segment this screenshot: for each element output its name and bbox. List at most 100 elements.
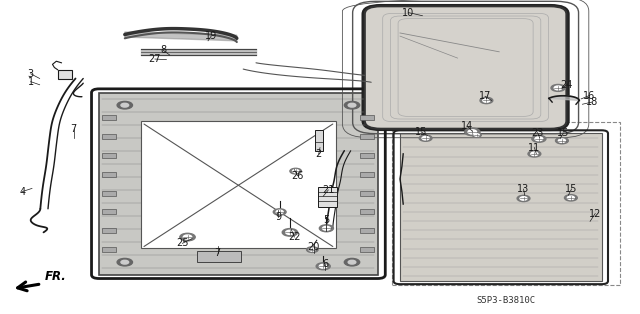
- Bar: [360, 247, 374, 252]
- Text: 6: 6: [322, 259, 328, 269]
- Circle shape: [468, 130, 477, 134]
- Circle shape: [276, 210, 283, 214]
- Circle shape: [535, 137, 543, 141]
- Bar: [102, 247, 116, 252]
- Bar: [360, 228, 374, 233]
- Text: 18: 18: [586, 97, 598, 107]
- Circle shape: [528, 151, 541, 157]
- Text: 15: 15: [565, 184, 578, 194]
- Circle shape: [344, 101, 360, 109]
- Bar: [360, 134, 374, 139]
- Text: 10: 10: [402, 8, 415, 18]
- Circle shape: [319, 264, 327, 268]
- Bar: [360, 153, 374, 158]
- Text: 5: 5: [323, 215, 330, 225]
- Bar: [392, 122, 620, 285]
- Circle shape: [483, 99, 490, 102]
- Circle shape: [121, 260, 129, 264]
- Text: 26: 26: [291, 171, 304, 181]
- Circle shape: [551, 84, 565, 91]
- Text: S5P3-B3810C: S5P3-B3810C: [476, 296, 535, 305]
- Bar: [141, 121, 336, 248]
- Circle shape: [480, 97, 493, 104]
- Circle shape: [344, 258, 360, 266]
- Text: 24: 24: [560, 80, 573, 90]
- Circle shape: [556, 138, 568, 144]
- Polygon shape: [125, 32, 237, 41]
- Text: 21: 21: [322, 185, 335, 195]
- Circle shape: [292, 170, 299, 173]
- Circle shape: [472, 133, 481, 137]
- Text: 17: 17: [479, 91, 492, 101]
- Text: 27: 27: [148, 54, 161, 64]
- Text: 8: 8: [160, 45, 166, 55]
- Circle shape: [474, 134, 479, 136]
- Bar: [315, 130, 323, 151]
- Text: 23: 23: [531, 127, 544, 138]
- Text: 20: 20: [307, 242, 320, 252]
- Bar: [400, 133, 602, 281]
- Text: 16: 16: [582, 91, 595, 101]
- Circle shape: [309, 248, 316, 251]
- Circle shape: [290, 168, 301, 174]
- Bar: [99, 93, 378, 275]
- Circle shape: [554, 86, 562, 90]
- Circle shape: [323, 226, 330, 230]
- Text: 25: 25: [176, 238, 189, 248]
- Text: 4: 4: [19, 187, 26, 197]
- Circle shape: [117, 101, 132, 109]
- Bar: [360, 191, 374, 196]
- Circle shape: [285, 230, 294, 235]
- Circle shape: [183, 235, 192, 239]
- Bar: [196, 251, 241, 262]
- Bar: [102, 134, 116, 139]
- Circle shape: [180, 233, 195, 241]
- Circle shape: [419, 135, 432, 141]
- Bar: [318, 187, 337, 207]
- Circle shape: [568, 196, 575, 200]
- Text: 13: 13: [517, 184, 530, 194]
- Circle shape: [564, 195, 577, 201]
- Text: FR.: FR.: [45, 270, 67, 283]
- Text: 9: 9: [275, 212, 282, 222]
- Bar: [102, 153, 116, 158]
- Bar: [360, 209, 374, 214]
- Circle shape: [319, 225, 333, 232]
- Circle shape: [348, 260, 356, 264]
- Text: 12: 12: [589, 208, 602, 219]
- Text: 19: 19: [205, 31, 218, 41]
- Bar: [102, 228, 116, 233]
- Circle shape: [465, 128, 480, 136]
- Bar: [360, 115, 374, 120]
- FancyBboxPatch shape: [365, 6, 566, 129]
- Text: 15: 15: [415, 127, 428, 137]
- FancyBboxPatch shape: [363, 5, 568, 130]
- Text: 14: 14: [461, 121, 474, 131]
- Circle shape: [531, 152, 538, 155]
- Text: 11: 11: [528, 143, 541, 153]
- Text: 1: 1: [28, 77, 34, 87]
- Text: 7: 7: [214, 248, 221, 258]
- Bar: [58, 70, 72, 79]
- Circle shape: [532, 135, 546, 142]
- Circle shape: [517, 195, 530, 202]
- Text: 7: 7: [70, 124, 77, 134]
- Circle shape: [117, 258, 132, 266]
- Circle shape: [121, 103, 129, 107]
- Bar: [102, 115, 116, 120]
- Circle shape: [273, 209, 286, 215]
- Circle shape: [422, 136, 429, 140]
- Bar: [102, 191, 116, 196]
- Circle shape: [558, 139, 566, 143]
- Text: 22: 22: [288, 232, 301, 242]
- Polygon shape: [549, 96, 579, 100]
- Bar: [102, 209, 116, 214]
- Circle shape: [282, 229, 298, 236]
- Circle shape: [520, 197, 527, 200]
- Text: 15: 15: [557, 128, 570, 138]
- Bar: [360, 172, 374, 177]
- Bar: [102, 172, 116, 177]
- Circle shape: [348, 103, 356, 107]
- Text: 3: 3: [28, 69, 34, 79]
- Circle shape: [307, 247, 318, 252]
